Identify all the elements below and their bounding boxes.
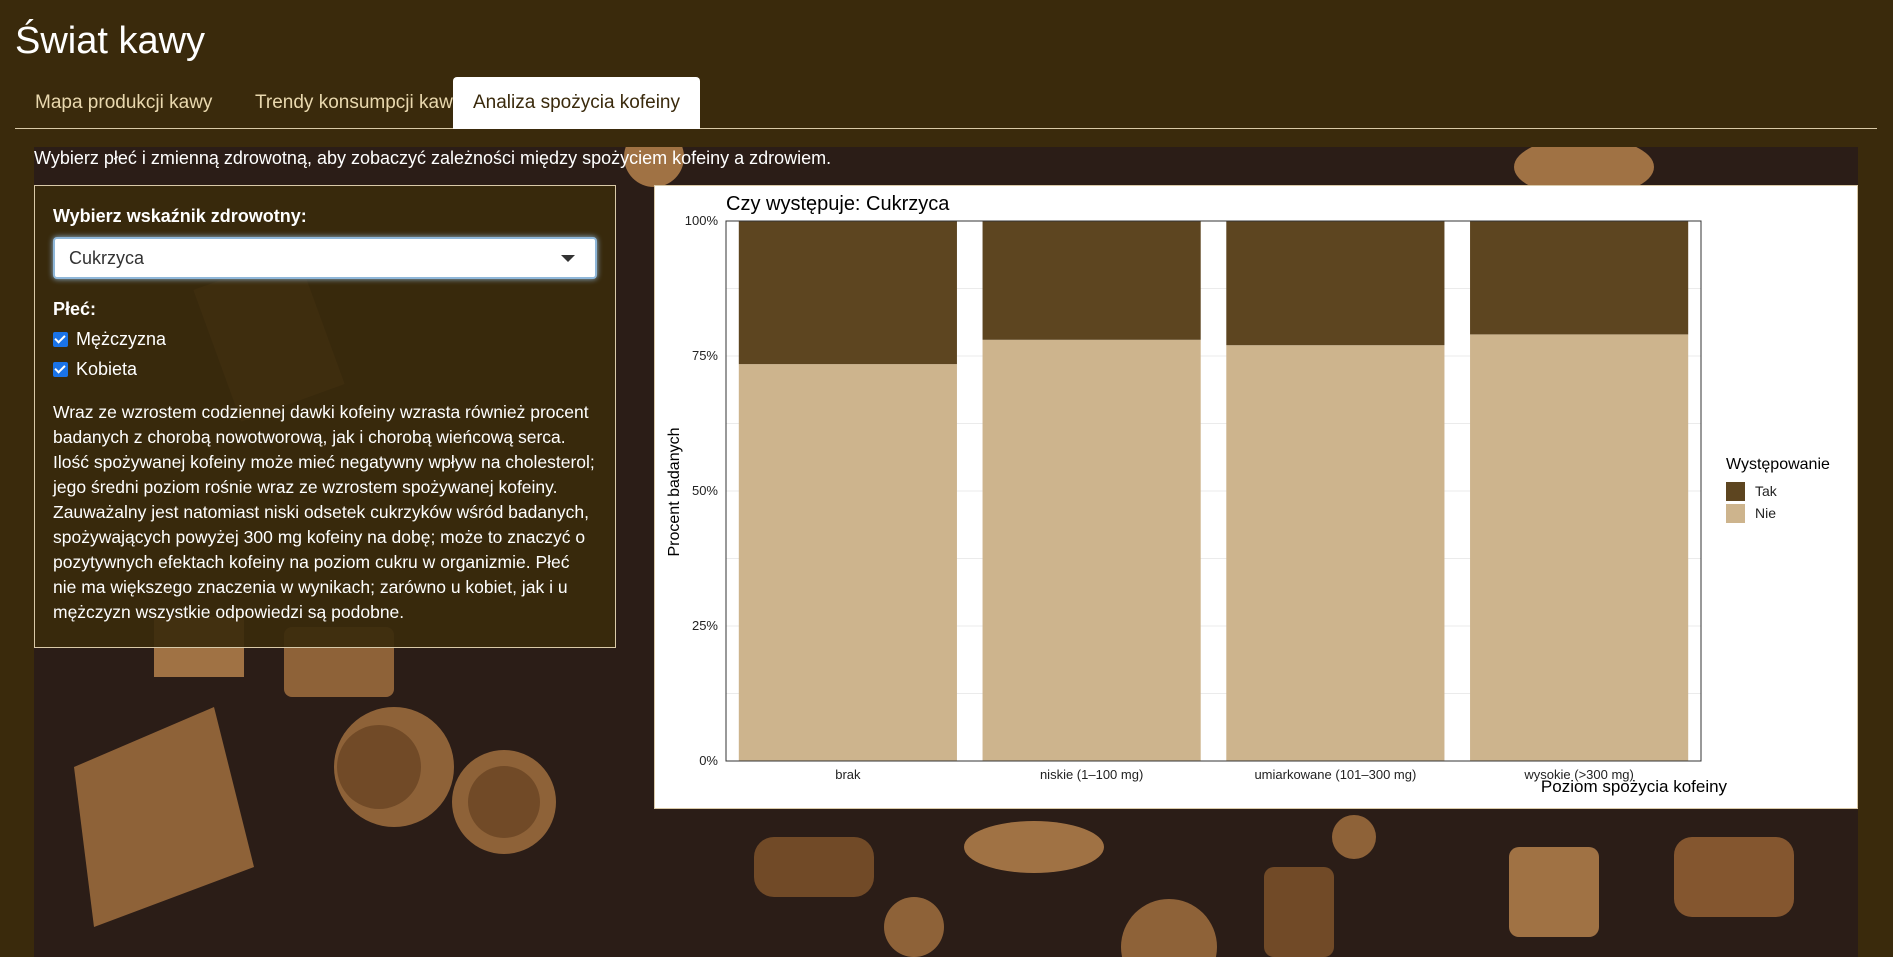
female-checkbox-label: Kobieta [76,359,138,379]
bar-nie [982,339,1201,761]
x-axis-label: Poziom spożycia kofeiny [1541,777,1728,796]
y-tick-label: 100% [685,213,719,228]
tab-production-map[interactable]: Mapa produkcji kawy [35,92,213,113]
gender-label: Płeć: [53,299,97,319]
bar-tak [1470,221,1689,335]
y-tick-label: 75% [692,348,718,363]
y-tick-label: 50% [692,483,718,498]
y-axis-label: Procent badanych [666,428,683,557]
x-tick-label: umiarkowane (101–300 mg) [1254,767,1416,782]
bar-tak [1226,221,1445,346]
y-tick-label: 25% [692,618,718,633]
stacked-bar-chart: Czy występuje: Cukrzyca Poziom spożycia … [666,193,1830,796]
female-checkbox[interactable] [53,362,68,377]
legend-swatch-tak [1726,482,1745,501]
tab-caffeine-analysis[interactable]: Analiza spożycia kofeiny [453,77,700,129]
controls-panel: Wybierz wskaźnik zdrowotny: Cukrzyca Płe… [34,185,616,648]
y-tick-label: 0% [699,753,718,768]
x-tick-label: niskie (1–100 mg) [1040,767,1143,782]
app-title: Świat kawy [15,20,206,62]
bar-nie [738,364,957,761]
tab-consumption-trends[interactable]: Trendy konsumpcji kawy [255,92,463,113]
bar-tak [738,221,957,365]
male-checkbox[interactable] [53,332,68,347]
bar-tak [982,221,1201,340]
legend-label-tak: Tak [1755,483,1778,499]
x-tick-label: brak [835,767,861,782]
analysis-description: Wraz ze wzrostem codziennej dawki kofein… [53,402,595,622]
bar-nie [1226,345,1445,761]
male-checkbox-label: Mężczyzna [76,329,167,349]
chart-panel: Czy występuje: Cukrzyca Poziom spożycia … [654,185,1858,809]
legend-title: Występowanie [1726,456,1830,473]
indicator-label: Wybierz wskaźnik zdrowotny: [53,206,307,226]
plot-border [725,220,1702,762]
chevron-down-icon [561,255,575,262]
chart-title: Czy występuje: Cukrzyca [726,193,950,215]
gender-option-male[interactable]: Mężczyzna [53,329,597,350]
tab-bar: Mapa produkcji kawy Trendy konsumpcji ka… [15,77,1877,129]
gender-option-female[interactable]: Kobieta [53,359,597,380]
indicator-select-value: Cukrzyca [69,248,145,268]
intro-text: Wybierz płeć i zmienną zdrowotną, aby zo… [34,148,832,168]
legend-swatch-nie [1726,504,1745,523]
x-tick-label: wysokie (>300 mg) [1523,767,1633,782]
indicator-select[interactable]: Cukrzyca [53,237,597,279]
legend-label-nie: Nie [1755,505,1776,521]
bar-nie [1470,334,1689,761]
